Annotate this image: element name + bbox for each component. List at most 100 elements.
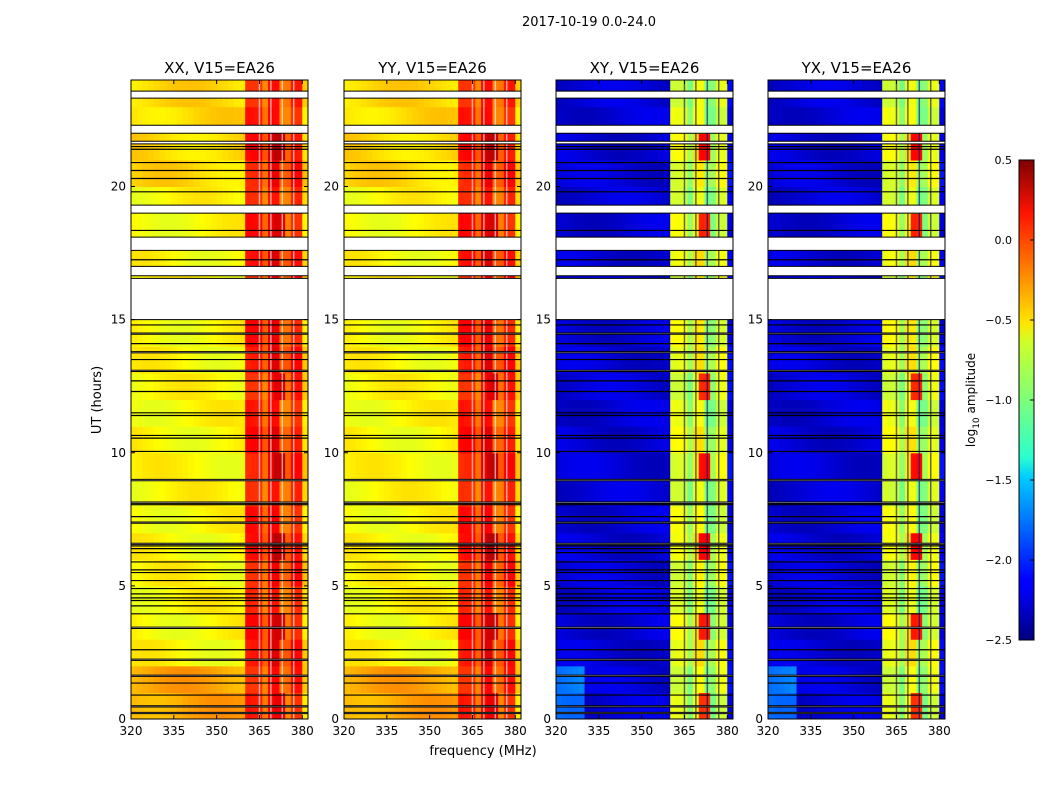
heatmap-cell — [790, 239, 798, 267]
heatmap-cell — [601, 372, 608, 401]
heatmap-cell — [142, 506, 149, 534]
heatmap-cell — [285, 426, 292, 454]
flagged-gap — [344, 351, 521, 354]
heatmap-cell — [573, 585, 580, 614]
heatmap-cell — [423, 106, 431, 134]
heatmap-cell — [349, 106, 357, 134]
heatmap-cell — [159, 612, 166, 640]
heatmap-cell — [395, 372, 402, 401]
heatmap-cell — [458, 665, 465, 693]
heatmap-cell — [922, 585, 929, 614]
heatmap-cell — [366, 106, 374, 134]
flagged-gap — [556, 125, 733, 134]
heatmap-cell — [423, 239, 431, 267]
heatmap-cell — [601, 612, 608, 640]
heatmap-cell — [876, 426, 883, 454]
heatmap-cell — [361, 452, 368, 480]
heatmap-cell — [647, 585, 654, 614]
heatmap-cell — [595, 452, 603, 480]
heatmap-cell — [131, 612, 138, 640]
flagged-gap — [344, 278, 521, 320]
heatmap-cell — [378, 479, 385, 507]
x-tick-label: 380 — [504, 724, 527, 738]
heatmap-cell — [199, 639, 206, 667]
heatmap-cell — [590, 506, 597, 534]
heatmap-cell — [285, 506, 292, 534]
heatmap-cell — [785, 213, 792, 241]
heatmap-cell — [509, 612, 516, 640]
heatmap-cell — [378, 585, 385, 614]
heatmap-cell — [635, 612, 643, 640]
heatmap-cell — [922, 213, 929, 241]
heatmap-cell — [355, 159, 362, 188]
panel-title: YY, V15=EA26 — [377, 59, 487, 77]
heatmap-cell — [721, 186, 728, 214]
heatmap-cell — [429, 612, 436, 640]
heatmap-cell — [378, 106, 385, 134]
colorbar-tick-label: −2.0 — [985, 554, 1012, 567]
heatmap-cell — [567, 213, 574, 241]
heatmap-cell — [441, 479, 448, 507]
heatmap-cell — [395, 665, 402, 693]
heatmap-cell — [429, 452, 436, 480]
heatmap-cell — [624, 106, 631, 134]
heatmap-cell — [401, 452, 408, 480]
heatmap-cell — [463, 372, 471, 401]
heatmap-cell — [573, 213, 580, 241]
heatmap-cell — [395, 239, 402, 267]
heatmap-cell — [475, 372, 482, 401]
heatmap-cell — [515, 585, 521, 614]
heatmap-cell — [136, 239, 144, 267]
heatmap-cell — [802, 452, 809, 480]
heatmap-cell — [595, 639, 603, 667]
heatmap-cell — [618, 372, 626, 401]
heatmap-cell — [412, 186, 419, 214]
heatmap-cell — [458, 452, 465, 480]
heatmap-cell — [210, 479, 218, 507]
heatmap-cell — [296, 452, 303, 480]
heatmap-cell — [423, 479, 431, 507]
heatmap-cell — [372, 585, 379, 614]
heatmap-cell — [418, 639, 425, 667]
heatmap-cell — [262, 106, 269, 134]
heatmap-cell — [418, 665, 425, 693]
heatmap-cell — [853, 426, 860, 454]
heatmap-cell — [882, 426, 889, 454]
heatmap-cell — [876, 639, 883, 667]
heatmap-cell — [361, 372, 368, 401]
heatmap-cell — [813, 159, 820, 188]
heatmap-cell — [170, 426, 178, 454]
heatmap-cell — [830, 159, 838, 188]
heatmap-cell — [870, 452, 878, 480]
heatmap-cell — [216, 106, 223, 134]
heatmap-cell — [796, 106, 803, 134]
heatmap-cell — [779, 213, 786, 241]
heatmap-cell — [296, 186, 303, 214]
heatmap-cell — [624, 506, 631, 534]
heatmap-cell — [142, 479, 149, 507]
heatmap-cell — [578, 106, 586, 134]
heatmap-cell — [273, 452, 281, 480]
flagged-gap — [768, 675, 945, 677]
panel-title: XY, V15=EA26 — [590, 59, 700, 77]
flagged-gap — [131, 543, 308, 545]
heatmap-cell — [899, 239, 906, 267]
heatmap-cell — [590, 585, 597, 614]
heatmap-cell — [556, 639, 563, 667]
flagged-gap — [344, 205, 521, 214]
heatmap-cell — [847, 665, 855, 693]
heatmap-cell — [245, 452, 252, 480]
heatmap-cell — [567, 665, 574, 693]
panel-frame — [767, 79, 946, 720]
heatmap-cell — [573, 665, 580, 693]
heatmap-cell — [933, 213, 940, 241]
heatmap-cell — [389, 506, 396, 534]
heatmap-cell — [721, 665, 728, 693]
y-tick-label: 5 — [331, 579, 339, 593]
heatmap-cell — [245, 159, 252, 188]
heatmap-cell — [366, 665, 374, 693]
heatmap-cell — [205, 239, 212, 267]
heatmap-cell — [302, 106, 308, 134]
heatmap-cell — [658, 585, 666, 614]
heatmap-cell — [658, 639, 666, 667]
